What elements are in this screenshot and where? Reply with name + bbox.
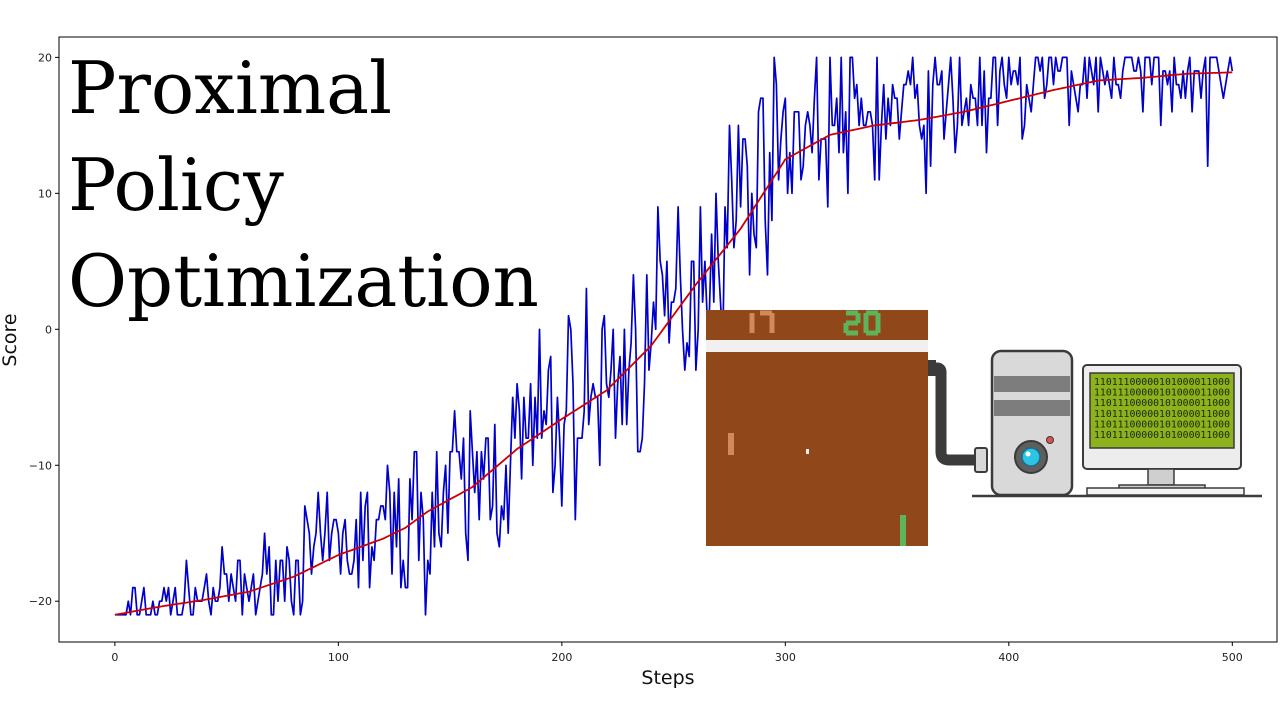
x-tick-label-5: 500 bbox=[1222, 651, 1243, 664]
pong-right-score bbox=[843, 310, 881, 336]
right-score-digit-0 bbox=[843, 310, 861, 336]
plot-area bbox=[58, 36, 1278, 643]
pong-right-paddle bbox=[900, 515, 906, 546]
y-tick-label-2: 0 bbox=[45, 323, 52, 336]
computer-tower-illustration bbox=[972, 349, 1262, 498]
y-tick-label-4: 20 bbox=[38, 51, 52, 64]
cable-illustration bbox=[928, 360, 988, 473]
pong-left-score bbox=[749, 310, 775, 333]
binary-line-0: 11011100000101000011000 bbox=[1094, 377, 1230, 388]
binary-line-2: 11011100000101000011000 bbox=[1094, 398, 1230, 409]
pong-left-paddle bbox=[728, 433, 734, 455]
x-axis: 0 100 200 300 400 500 bbox=[111, 642, 1243, 664]
title-line-2: Policy bbox=[68, 143, 284, 227]
computer-monitor-illustration: 1101110000010100001100011011100000101000… bbox=[1082, 364, 1245, 496]
series-layer bbox=[114, 56, 1234, 616]
score-series-line bbox=[114, 56, 1234, 616]
x-tick-label-0: 0 bbox=[111, 651, 118, 664]
y-tick-label-1: −10 bbox=[29, 459, 52, 472]
binary-line-4: 11011100000101000011000 bbox=[1094, 419, 1230, 430]
binary-line-3: 11011100000101000011000 bbox=[1094, 409, 1230, 420]
average-series-line bbox=[114, 71, 1233, 616]
y-tick-label-0: −20 bbox=[29, 595, 52, 608]
pong-game-illustration bbox=[706, 310, 928, 546]
y-tick-label-3: 10 bbox=[38, 187, 52, 200]
y-axis: −20 −10 0 10 20 bbox=[29, 51, 59, 608]
monitor-screen bbox=[1089, 372, 1235, 449]
pong-ball bbox=[806, 449, 809, 454]
x-tick-label-2: 200 bbox=[551, 651, 572, 664]
y-axis-label: Score bbox=[0, 313, 21, 366]
binary-line-1: 11011100000101000011000 bbox=[1094, 388, 1230, 399]
x-tick-label-3: 300 bbox=[775, 651, 796, 664]
right-score-digit-1 bbox=[863, 310, 881, 336]
x-tick-label-1: 100 bbox=[328, 651, 349, 664]
title-line-3: Optimization bbox=[68, 239, 539, 323]
binary-line-5: 11011100000101000011000 bbox=[1094, 430, 1230, 441]
x-axis-label: Steps bbox=[641, 667, 694, 689]
title-line-1: Proximal bbox=[68, 46, 392, 130]
left-score-digit-1 bbox=[760, 310, 775, 333]
x-tick-label-4: 400 bbox=[998, 651, 1019, 664]
pong-top-wall bbox=[706, 340, 928, 352]
monitor-binary-text: 1101110000010100001100011011100000101000… bbox=[1094, 377, 1230, 441]
